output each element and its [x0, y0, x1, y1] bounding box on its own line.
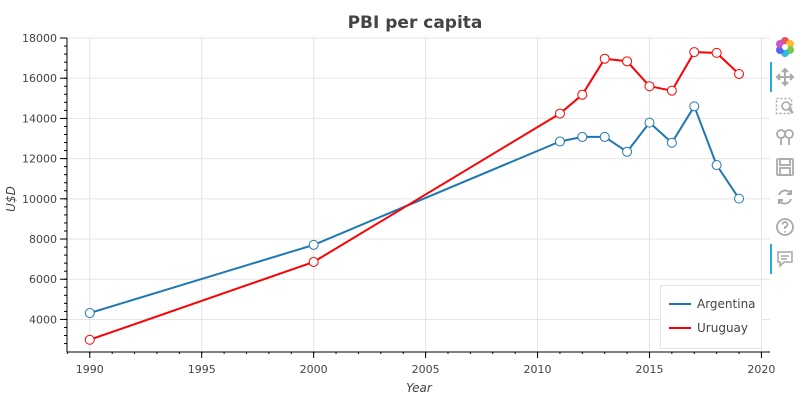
data-point-uruguay: [711, 47, 722, 58]
bokeh-logo-icon[interactable]: [772, 34, 798, 60]
data-point-uruguay: [666, 85, 677, 96]
data-point-uruguay: [622, 56, 633, 67]
axes: 1990 1995 2000 2005 2010 2015 2020 4000 6000 8000…: [22, 32, 775, 376]
legend-item-uruguay: Uruguay: [669, 318, 748, 338]
legend-item-argentina: Argentina: [669, 294, 756, 314]
series-markers: [84, 47, 745, 345]
x-tick-label: 1990: [76, 363, 104, 376]
x-tick-label: 2010: [524, 363, 552, 376]
series-lines: [89, 51, 740, 341]
data-point-argentina: [308, 239, 319, 250]
hover-icon[interactable]: [772, 246, 798, 272]
chart-legend: Argentina Uruguay: [660, 285, 762, 349]
y-tick-label: 4000: [29, 313, 57, 326]
pan-icon[interactable]: [772, 64, 798, 90]
reset-icon[interactable]: [772, 184, 798, 210]
series-line-uruguay: [89, 51, 740, 341]
y-tick-label: 6000: [29, 273, 57, 286]
data-point-argentina: [599, 131, 610, 142]
y-tick-label: 12000: [22, 153, 57, 166]
data-point-argentina: [554, 136, 565, 147]
pan-active-indicator: [770, 62, 772, 92]
y-tick-label: 8000: [29, 233, 57, 246]
box-zoom-icon[interactable]: [772, 94, 798, 120]
data-point-uruguay: [644, 81, 655, 92]
series-line-argentina: [89, 105, 740, 314]
data-point-argentina: [711, 160, 722, 171]
save-icon[interactable]: [772, 154, 798, 180]
data-point-argentina: [84, 308, 95, 319]
legend-swatch-uruguay: [669, 327, 691, 329]
y-axis-label: U$D: [4, 186, 18, 212]
data-point-argentina: [622, 146, 633, 157]
y-tick-label: 18000: [22, 32, 57, 45]
x-axis-label: Year: [406, 381, 433, 395]
help-icon[interactable]: [772, 214, 798, 240]
data-point-argentina: [666, 137, 677, 148]
wheel-zoom-icon[interactable]: [772, 124, 798, 150]
legend-swatch-argentina: [669, 303, 691, 305]
data-point-uruguay: [554, 108, 565, 119]
chart-title: PBI per capita: [348, 13, 483, 33]
y-tick-label: 16000: [22, 72, 57, 85]
data-point-argentina: [644, 117, 655, 128]
x-tick-label: 2015: [635, 363, 663, 376]
legend-label-argentina: Argentina: [697, 297, 756, 311]
x-tick-label: 2000: [300, 363, 328, 376]
data-point-uruguay: [308, 256, 319, 267]
data-point-uruguay: [599, 53, 610, 64]
data-point-uruguay: [577, 89, 588, 100]
hover-active-indicator: [770, 244, 772, 274]
data-point-argentina: [734, 193, 745, 204]
chart-toolbar: [770, 34, 800, 284]
data-point-uruguay: [84, 334, 95, 345]
x-tick-label: 2005: [412, 363, 440, 376]
legend-label-uruguay: Uruguay: [697, 321, 748, 335]
y-tick-label: 14000: [22, 112, 57, 125]
y-tick-label: 10000: [22, 193, 57, 206]
data-point-argentina: [689, 101, 700, 112]
data-point-argentina: [577, 131, 588, 142]
x-tick-label: 1995: [188, 363, 216, 376]
data-point-uruguay: [689, 47, 700, 58]
data-point-uruguay: [734, 68, 745, 79]
x-tick-label: 2020: [747, 363, 775, 376]
